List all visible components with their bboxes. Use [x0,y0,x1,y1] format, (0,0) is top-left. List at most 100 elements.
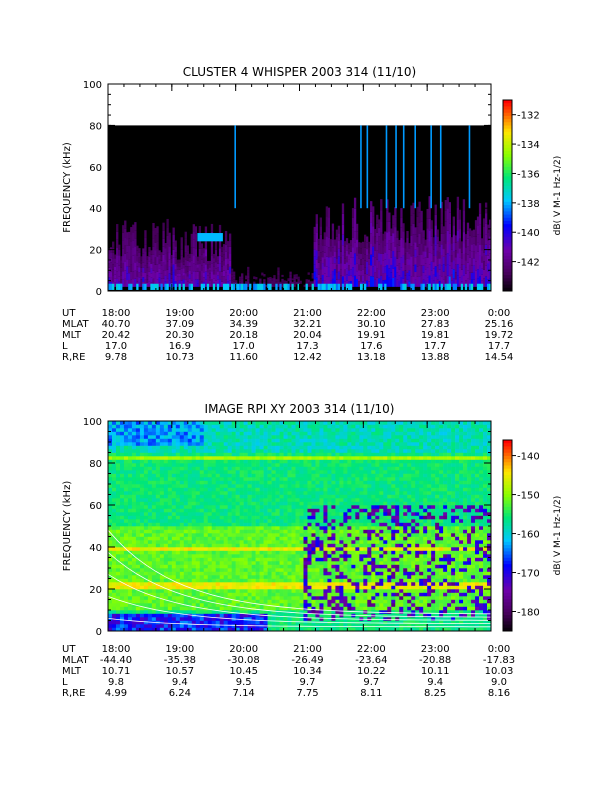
spectrogram-cell [446,197,449,209]
spectrogram-cell [474,278,478,287]
spectrogram-cell [131,617,137,621]
spectrogram-cell [163,484,169,488]
spectrogram-cell [199,529,205,534]
spectrogram-cell [128,238,131,246]
spectrogram-cell [267,547,272,551]
spectrogram-cell [159,529,165,534]
spectrogram-cell [480,274,484,281]
spectrogram-cell [364,283,367,290]
spectrogram-cell [384,279,387,287]
spectrogram-cell [226,269,230,276]
spectrogram-cell [146,279,149,284]
spectrogram-cell [329,239,333,246]
spectrogram-cell [211,445,217,450]
spectrogram-cell [119,617,125,621]
spectrogram-cell [251,610,256,614]
spectrogram-cell [135,526,141,530]
spectrogram-cell [199,435,205,439]
spectrogram-cell [442,249,445,257]
spectrogram-cell [207,627,213,632]
spectrogram-cell [139,571,145,576]
spectrogram-cell [116,283,119,290]
spectrogram-cell [480,262,484,269]
spectrogram-cell [319,445,324,450]
spectrogram-cell [127,445,133,450]
spectrogram-cell [311,477,316,481]
spectrogram-cell [311,624,316,628]
spectrogram-cell [143,424,149,429]
spectrogram-cell [275,533,280,537]
spectrogram-cell [223,578,228,583]
spectrogram-cell [182,264,185,269]
spectrogram-cell [319,505,324,509]
spectrogram-cell [271,627,276,632]
spectrogram-cell [179,466,185,471]
spectrogram-cell [223,435,228,439]
spectrogram-cell [239,498,244,502]
spectrogram-cell [251,620,256,625]
spectrogram-cell [438,269,441,276]
spectrogram-cell [208,270,212,274]
spectrogram-cell [126,259,129,267]
spectrogram-cell [307,282,310,285]
spectrogram-cell [179,568,185,572]
spectrogram-cell [299,610,304,614]
spectrogram-cell [243,526,248,530]
spectrogram-cell [410,215,413,226]
spectrogram-cell [438,258,441,265]
spectrogram-cell [293,282,296,285]
spectrogram-cell [203,599,209,604]
spectrogram-cell [114,254,117,259]
spectrogram-cell [119,522,125,527]
spectrogram-cell [450,268,453,275]
spectrogram-cell [123,582,129,586]
spectrogram-cell [235,554,240,558]
spectrogram-cell [111,522,117,527]
spectrogram-cell [119,533,125,537]
colorbar-segment [503,201,512,206]
spectrogram-cell [440,244,443,255]
spectrogram-cell [227,547,232,551]
spectrogram-cell [227,501,232,506]
spectrogram-cell [219,480,224,485]
spectrogram-cell [466,222,470,231]
spectrogram-cell [231,473,236,478]
spectrogram-cell [199,449,205,453]
spectrogram-cell [436,272,439,280]
spectrogram-cell [215,610,221,614]
spectrogram-cell [275,575,280,579]
spectrogram-cell [211,438,217,443]
spectrogram-cell [222,254,226,261]
spectrogram-cell [287,424,292,429]
spectrogram-cell [321,283,324,290]
spectrogram-cell [159,428,165,432]
spectrogram-cell [167,459,173,464]
spectrogram-cell [291,599,296,604]
spectrogram-cell [152,230,155,239]
spectrogram-cell [135,561,141,565]
spectrogram-cell [380,243,383,254]
spectrogram-cell [239,480,244,485]
spectrogram-cell [115,603,121,607]
colorbar-segment [503,220,512,225]
spectrogram-cell [283,540,288,544]
spectrogram-cell [323,473,328,478]
spectrogram-cell [287,550,292,555]
spectrogram-cell [155,487,161,492]
spectrogram-cell [203,456,209,460]
spectrogram-cell [191,515,197,520]
spectrogram-cell [283,498,288,502]
spectrogram-cell [108,592,113,597]
spectrogram-cell [215,582,221,586]
spectrogram-cell [227,589,232,593]
spectrogram-cell [175,561,181,565]
spectrogram-cell [159,606,165,611]
spectrogram-cell [175,421,181,425]
spectrogram-cell [472,236,476,244]
spectrogram-cell [434,214,437,226]
spectrogram-cell [313,271,316,280]
spectrogram-cell [183,508,189,513]
spectrogram-cell [303,508,308,513]
spectrogram-cell [187,494,193,499]
spectrogram-cell [303,452,308,457]
